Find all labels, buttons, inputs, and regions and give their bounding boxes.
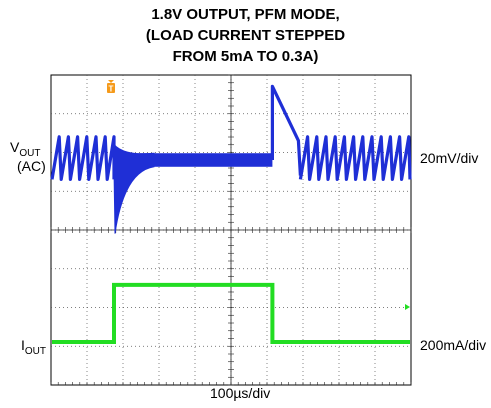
chart-title-line-2: (LOAD CURRENT STEPPED [145,27,346,44]
trigger-arrow-icon [108,80,114,83]
vout-ac-label: (AC) [17,158,46,174]
vout-channel-label: VOUT [10,139,41,159]
iout-level-marker [405,304,410,310]
vout-overshoot [270,84,302,176]
vout-ripple-before-step [50,135,116,181]
vout-ripple-after-step [298,135,412,181]
trigger-marker-label: T [109,85,114,94]
vout-undershoot [113,143,155,234]
iout-scale-label: 200mA/div [420,337,487,353]
iout-channel-label: IOUT [21,337,46,357]
trigger-marker-icon [107,83,115,93]
chart-title-line-3: FROM 5mA TO 0.3A) [172,48,319,65]
vout-scale-label: 20mV/div [420,150,479,166]
iout-trace [52,282,410,344]
chart-title-line-1: 1.8V OUTPUT, PFM MODE, [151,6,340,23]
x-axis-label: 100µs/div [210,385,271,401]
